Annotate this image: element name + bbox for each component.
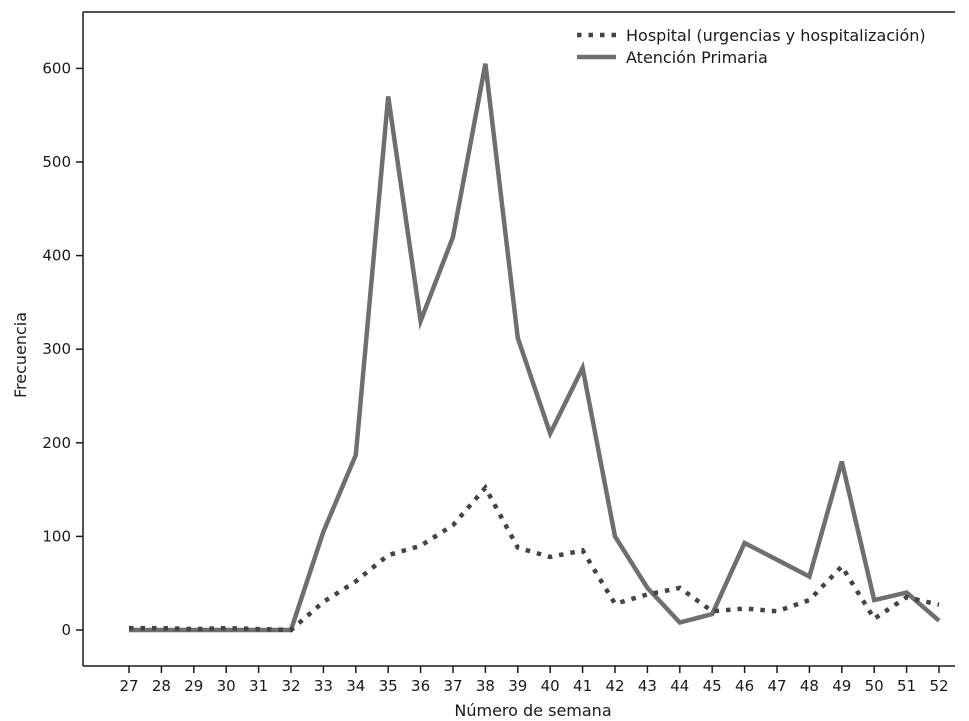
x-tick-label: 27 (119, 677, 138, 695)
series-layer (129, 63, 941, 633)
x-tick-label: 41 (573, 677, 592, 695)
y-tick-label: 500 (42, 153, 71, 171)
x-tick-label: 32 (281, 677, 300, 695)
x-tick-label: 29 (184, 677, 203, 695)
x-tick-label: 50 (865, 677, 884, 695)
y-tick-label: 400 (42, 247, 71, 265)
x-tick-label: 43 (638, 677, 657, 695)
x-tick-label: 38 (476, 677, 495, 695)
x-tick-label: 34 (346, 677, 365, 695)
y-tick-label: 200 (42, 434, 71, 452)
y-tick-label: 600 (42, 59, 71, 77)
x-tick-label: 30 (217, 677, 236, 695)
x-tick-label: 51 (897, 677, 916, 695)
x-tick-label: 44 (670, 677, 689, 695)
x-tick-label: 42 (605, 677, 624, 695)
x-tick-label: 35 (379, 677, 398, 695)
legend-label-atencion-primaria: Atención Primaria (626, 48, 768, 67)
y-tick-label: 300 (42, 340, 71, 358)
x-ticks: 27 28 29 30 31 32 33 34 35 36 37 38 39 40 41 42 43 44 45 46… (119, 666, 949, 695)
x-tick-label: 39 (508, 677, 527, 695)
series-line-atencion-primaria (129, 63, 941, 633)
x-tick-label: 48 (800, 677, 819, 695)
x-tick-label: 31 (249, 677, 268, 695)
x-tick-label: 33 (314, 677, 333, 695)
x-axis-title: Número de semana (454, 701, 611, 720)
x-tick-label: 28 (152, 677, 171, 695)
legend: Hospital (urgencias y hospitalización) A… (577, 26, 926, 67)
x-tick-label: 36 (411, 677, 430, 695)
x-tick-label: 47 (767, 677, 786, 695)
y-ticks: 0 100 200 300 400 500 600 (42, 59, 83, 639)
x-tick-label: 52 (929, 677, 948, 695)
y-axis-title: Frecuencia (11, 312, 30, 398)
x-tick-label: 40 (541, 677, 560, 695)
y-tick-label: 0 (61, 621, 71, 639)
x-tick-label: 37 (443, 677, 462, 695)
x-tick-label: 49 (832, 677, 851, 695)
series-line-hospital (129, 483, 940, 633)
x-tick-label: 46 (735, 677, 754, 695)
x-tick-label: 45 (703, 677, 722, 695)
legend-label-hospital: Hospital (urgencias y hospitalización) (626, 26, 926, 45)
y-tick-label: 100 (42, 527, 71, 545)
